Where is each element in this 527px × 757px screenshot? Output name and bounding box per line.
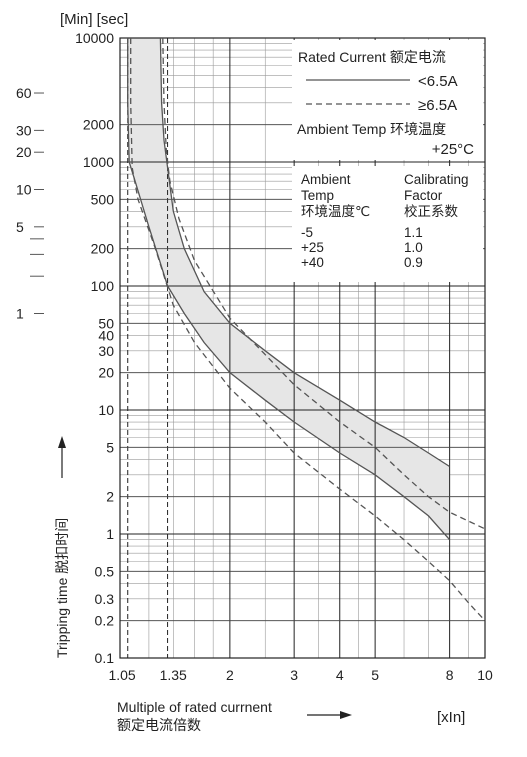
min-tick-label: 60 (16, 85, 32, 101)
y-tick-label: 500 (91, 191, 115, 207)
x-axis-label-cn: 额定电流倍数 (117, 717, 201, 733)
y-tick-label: 1000 (83, 154, 114, 170)
min-tick-label: 10 (16, 182, 32, 198)
y-tick-label: 30 (98, 343, 114, 359)
table-factor-cell: 1.1 (404, 225, 423, 240)
legend-dashed-label: ≥6.5A (418, 97, 457, 114)
x-tick-label: 4 (336, 667, 344, 683)
x-axis-unit: [xIn] (437, 709, 465, 726)
curve-upper-dashed (162, 37, 486, 530)
x-tick-label: 10 (477, 667, 493, 683)
table-col2-header: 校正系数 (404, 203, 458, 219)
min-tick-label: 20 (16, 144, 32, 160)
legend-ambient-heading: Ambient Temp 环境温度 (297, 121, 446, 137)
legend-solid-label: <6.5A (418, 73, 458, 90)
trip-band-fill (127, 38, 450, 540)
table-factor-cell: 1.0 (404, 240, 423, 255)
min-tick-label: 1 (16, 306, 24, 322)
y-tick-label: 10000 (75, 30, 114, 46)
y-tick-label: 2000 (83, 117, 114, 133)
trip-band (127, 38, 450, 540)
x-tick-label: 2 (226, 667, 234, 683)
legend-box (292, 40, 483, 160)
x-tick-label: 8 (446, 667, 454, 683)
y-tick-label: 1 (106, 526, 114, 542)
y-tick-label: 10 (98, 402, 114, 418)
table-col1-header: Temp (301, 188, 334, 203)
trip-curves (127, 37, 486, 622)
y-tick-label: 0.1 (95, 650, 115, 666)
table-temp-cell: -5 (301, 225, 313, 240)
y-tick-label: 0.5 (95, 563, 115, 579)
y-tick-label: 40 (98, 327, 114, 343)
legend-area: Rated Current 额定电流 <6.5A ≥6.5A Ambient Temp… (292, 40, 483, 282)
y-axis-label: Tripping time 脱扣时间 (54, 518, 70, 658)
curve-lower-dashed (130, 38, 486, 622)
y-tick-label: 5 (106, 439, 114, 455)
y-tick-label: 2 (106, 489, 114, 505)
y-tick-label: 20 (98, 365, 114, 381)
table-temp-cell: +40 (301, 255, 324, 270)
y-tick-label: 0.2 (95, 613, 115, 629)
legend-ambient-value: +25°C (432, 141, 474, 158)
table-factor-cell: 0.9 (404, 255, 423, 270)
min-tick-label: 30 (16, 122, 32, 138)
y-tick-label: 0.3 (95, 591, 115, 607)
y-tick-label: 100 (91, 278, 115, 294)
legend-heading: Rated Current 额定电流 (298, 49, 446, 65)
x-axis-arrow-head (340, 711, 352, 719)
curve-lower-solid (127, 38, 451, 541)
y-axis-arrow-head (58, 436, 66, 448)
x-tick-label: 1.35 (160, 667, 187, 683)
y-tick-label: 50 (98, 315, 114, 331)
table-col1-header: 环境温度℃ (301, 204, 370, 219)
min-tick-label: 5 (16, 219, 24, 235)
x-tick-label: 1.05 (108, 667, 135, 683)
plot-frame (119, 37, 486, 659)
calibration-table-box (292, 166, 483, 282)
curve-upper-solid (159, 37, 450, 468)
table-temp-cell: +25 (301, 240, 324, 255)
y-tick-label: 200 (91, 241, 115, 257)
x-tick-label: 5 (371, 667, 379, 683)
unit-label: [Min] [sec] (60, 11, 128, 28)
x-axis-label-en: Multiple of rated currnent (117, 699, 272, 715)
table-col1-header: Ambient (301, 172, 351, 187)
table-col2-header: Factor (404, 188, 443, 203)
x-tick-label: 3 (290, 667, 298, 683)
table-col2-header: Calibrating (404, 172, 469, 187)
axes: 1.05 1.35 2 3 4 5 8 101000020001000500200100504… (16, 30, 493, 683)
